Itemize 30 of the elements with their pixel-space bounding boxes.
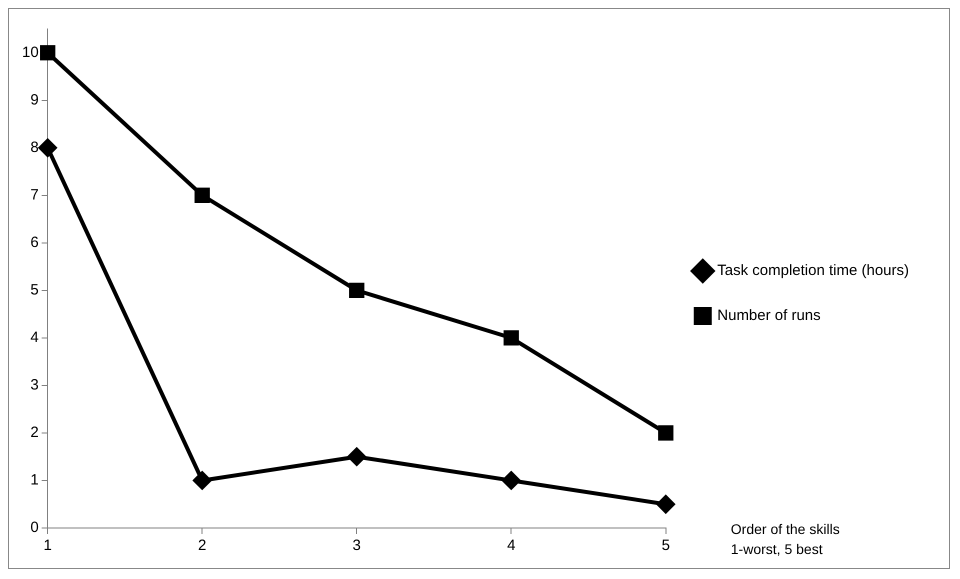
point xyxy=(193,471,212,490)
point xyxy=(349,282,364,298)
point xyxy=(658,425,674,441)
y-tick-label: 4 xyxy=(30,329,39,346)
point xyxy=(656,495,675,514)
point xyxy=(38,138,57,157)
x-tick-label: 3 xyxy=(352,537,361,554)
x-tick-label: 5 xyxy=(662,537,670,554)
y-tick-label: 10 xyxy=(22,44,39,61)
point xyxy=(348,448,366,466)
y-tick-label: 1 xyxy=(30,472,39,489)
y-tick-label: 9 xyxy=(30,91,39,108)
y-tick-label: 5 xyxy=(30,282,39,299)
text: Order of the skills xyxy=(730,521,840,537)
x-tick-label: 2 xyxy=(198,537,206,554)
y-tick-label: 2 xyxy=(30,424,39,442)
x-tick-label: 1 xyxy=(44,537,52,554)
y-tick-label: 8 xyxy=(30,138,39,156)
y-tick-label: 7 xyxy=(30,186,39,204)
point xyxy=(502,471,520,490)
point xyxy=(40,45,56,60)
y-tick-label: 0 xyxy=(30,519,39,536)
point xyxy=(194,188,210,203)
legend-label: Task completion time (hours) xyxy=(717,262,910,280)
y-tick-label: 6 xyxy=(30,234,39,251)
text: 1-worst, 5 best xyxy=(730,541,823,557)
point xyxy=(504,330,519,346)
y-tick-label: 3 xyxy=(30,376,39,394)
x-tick-label: 4 xyxy=(507,537,516,554)
legend-label: Number of runs xyxy=(717,307,821,324)
